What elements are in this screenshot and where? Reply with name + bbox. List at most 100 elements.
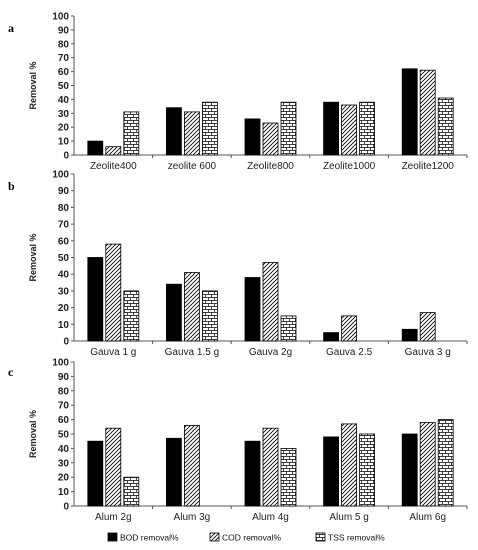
bar-cod-removal- — [420, 70, 435, 155]
bar-cod-removal- — [342, 316, 357, 341]
y-axis-label: Removal % — [28, 233, 38, 281]
x-tick-label: Gauva 2.5 — [326, 347, 373, 358]
bar-cod-removal- — [342, 105, 357, 155]
bar-cod-removal- — [106, 244, 121, 341]
y-tick-label: 0 — [63, 151, 69, 162]
y-tick-label: 80 — [58, 203, 70, 214]
y-tick-label: 10 — [58, 320, 70, 331]
chart-panel-c: c Removal % 0 10 20 30 40 50 60 70 80 90 100 Alum 2g A… — [8, 358, 467, 524]
legend: BOD removal% COD removal% TSS removal% — [108, 533, 385, 543]
bar-cod-removal- — [106, 428, 121, 506]
bar-cod-removal- — [263, 123, 278, 155]
panel-letter: b — [8, 179, 15, 193]
y-tick-label: 70 — [58, 401, 70, 412]
bar-bod-removal- — [88, 141, 103, 155]
y-tick-label: 0 — [63, 337, 69, 348]
y-tick-label: 20 — [58, 123, 70, 134]
y-tick-label: 60 — [58, 67, 70, 78]
x-tick-label: zeolite 600 — [168, 161, 217, 172]
x-tick-label: Zeolite1000 — [323, 161, 376, 172]
bar-bod-removal- — [324, 102, 339, 155]
bar-bod-removal- — [402, 329, 417, 341]
legend-swatch — [316, 533, 325, 541]
y-tick-label: 50 — [58, 253, 70, 264]
y-tick-label: 90 — [58, 372, 70, 383]
x-tick-label: Gauva 3 g — [405, 347, 451, 358]
x-tick-label: Gauva 2g — [249, 347, 292, 358]
chart-panel-a: a Removal % 0 10 20 30 40 50 60 70 80 90 100 Zeolite4… — [8, 12, 467, 173]
bar-tss-removal- — [124, 112, 139, 155]
y-tick-label: 60 — [58, 415, 70, 426]
bar-tss-removal- — [360, 434, 375, 506]
bar-tss-removal- — [360, 102, 375, 155]
x-tick-label: Gauva 1.5 g — [165, 347, 219, 358]
x-tick-label: Alum 5 g — [329, 512, 368, 523]
bar-bod-removal- — [166, 438, 181, 506]
bar-bod-removal- — [324, 437, 339, 506]
bar-bod-removal- — [402, 434, 417, 506]
bar-tss-removal- — [438, 98, 453, 155]
bar-cod-removal- — [263, 263, 278, 342]
bar-tss-removal- — [438, 420, 453, 506]
bar-tss-removal- — [124, 291, 139, 341]
y-tick-label: 10 — [58, 487, 70, 498]
legend-label: BOD removal% — [120, 533, 179, 543]
bar-bod-removal- — [245, 119, 260, 155]
bar-tss-removal- — [124, 477, 139, 506]
bar-bod-removal- — [245, 441, 260, 506]
legend-swatch — [210, 533, 219, 541]
bar-tss-removal- — [281, 102, 296, 155]
y-tick-label: 40 — [58, 270, 70, 281]
bar-cod-removal- — [420, 313, 435, 341]
bar-cod-removal- — [106, 147, 121, 155]
bar-cod-removal- — [263, 428, 278, 506]
x-tick-label: Alum 2g — [95, 512, 132, 523]
bar-bod-removal- — [166, 108, 181, 155]
y-tick-label: 30 — [58, 286, 70, 297]
y-tick-label: 80 — [58, 39, 70, 50]
legend-label: COD removal% — [222, 533, 281, 543]
y-tick-label: 100 — [52, 12, 69, 23]
y-tick-label: 100 — [52, 170, 69, 181]
x-tick-label: Zeolite800 — [247, 161, 294, 172]
bar-cod-removal- — [184, 273, 199, 342]
bar-tss-removal- — [281, 316, 296, 341]
x-tick-label: Gauva 1 g — [90, 347, 136, 358]
bar-tss-removal- — [281, 448, 296, 506]
bar-tss-removal- — [202, 291, 217, 341]
bar-bod-removal- — [88, 441, 103, 506]
legend-swatch — [108, 533, 117, 541]
bar-bod-removal- — [402, 69, 417, 155]
y-tick-label: 80 — [58, 386, 70, 397]
bar-cod-removal- — [184, 425, 199, 506]
y-tick-label: 90 — [58, 186, 70, 197]
y-tick-label: 60 — [58, 236, 70, 247]
x-tick-label: Zeolite400 — [90, 161, 137, 172]
y-axis-label: Removal % — [28, 61, 38, 109]
y-tick-label: 70 — [58, 53, 70, 64]
y-tick-label: 20 — [58, 303, 70, 314]
y-tick-label: 70 — [58, 220, 70, 231]
bar-cod-removal- — [184, 112, 199, 155]
y-tick-label: 90 — [58, 25, 70, 36]
bar-bod-removal- — [88, 258, 103, 342]
x-tick-label: Alum 3g — [174, 512, 211, 523]
x-tick-label: Alum 4g — [252, 512, 289, 523]
x-tick-label: Alum 6g — [409, 512, 446, 523]
y-tick-label: 30 — [58, 458, 70, 469]
y-tick-label: 0 — [63, 502, 69, 513]
y-tick-label: 30 — [58, 109, 70, 120]
y-tick-label: 10 — [58, 137, 70, 148]
bar-bod-removal- — [166, 284, 181, 341]
bar-cod-removal- — [420, 423, 435, 507]
panel-letter: c — [8, 365, 14, 379]
x-tick-label: Zeolite1200 — [402, 161, 455, 172]
chart-panel-b: b Removal % 0 10 20 30 40 50 60 70 80 90 100 Gauva 1 … — [8, 170, 467, 359]
y-tick-label: 20 — [58, 473, 70, 484]
y-tick-label: 50 — [58, 430, 70, 441]
y-tick-label: 50 — [58, 81, 70, 92]
legend-label: TSS removal% — [328, 533, 385, 543]
